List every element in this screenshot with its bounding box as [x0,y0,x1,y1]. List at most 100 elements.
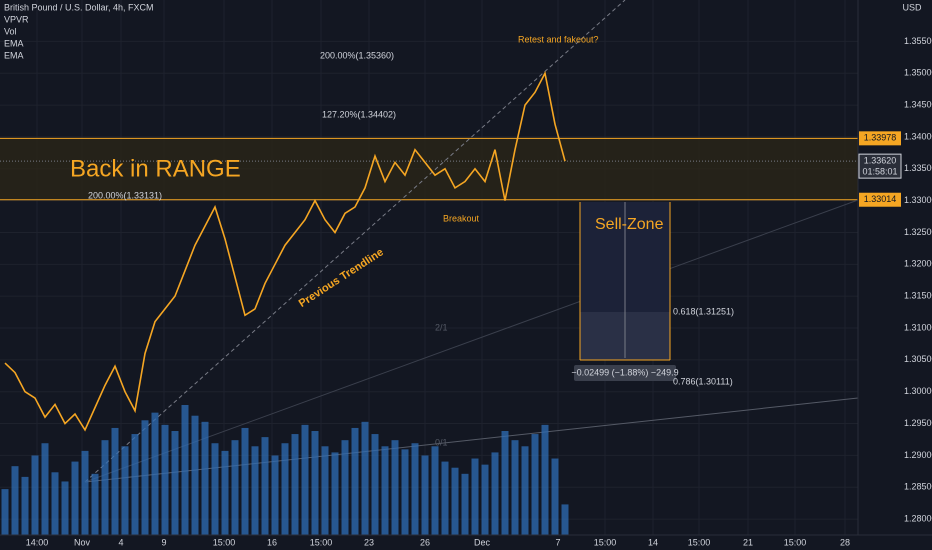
volume-bar [91,473,99,535]
currency: USD [902,2,922,12]
x-tick-label: 23 [364,537,374,547]
volume-bar [551,458,559,535]
volume-bar [151,412,159,535]
volume-bar [141,420,149,535]
x-tick-label: Nov [74,537,91,547]
volume-bar [241,427,249,535]
volume-bar [271,455,279,535]
x-tick-label: Dec [474,537,491,547]
annotation: Retest and fakeout? [518,34,599,44]
x-tick-label: 15:00 [784,537,807,547]
volume-bar [531,434,539,535]
x-tick-label: 9 [161,537,166,547]
volume-bar [191,415,199,535]
volume-bar [61,481,69,535]
annotation: 127.20%(1.34402) [322,109,396,119]
y-tick-label: 1.35500 [904,36,932,46]
volume-bar [371,434,379,535]
price-tag [859,131,901,146]
volume-bar [351,427,359,535]
y-tick-label: 1.34000 [904,131,932,141]
y-tick-label: 1.31000 [904,322,932,332]
x-tick-label: 15:00 [594,537,617,547]
x-tick-label: 7 [555,537,560,547]
annotation: Sell-Zone [595,216,664,233]
legend: VPVR [4,14,29,24]
volume-bar [131,434,139,535]
volume-bar [361,421,369,535]
volume-bar [341,440,349,535]
volume-bar [431,446,439,535]
volume-bar [481,464,489,535]
x-tick-label: 4 [118,537,123,547]
volume-bar [21,476,29,535]
x-tick-label: 14 [648,537,658,547]
volume-bar [31,455,39,535]
y-tick-label: 1.35000 [904,68,932,78]
legend: EMA [4,50,24,60]
axis: 1.28000 1.28500 1.29000 1.29500 1.30000 1.305… [26,36,932,548]
volume-bar [381,446,389,535]
volume-bar [421,455,429,535]
y-tick-label: 1.30500 [904,354,932,364]
y-tick-label: 1.33500 [904,163,932,173]
volume-bar [391,440,399,535]
price-tag-label: 1.33014 [864,194,897,204]
annotation: −0.02499 (−1.88%) −249.9 [571,367,678,377]
volume-bar [251,446,259,535]
annotation: 2/1 [435,322,448,332]
volume-bar [161,424,169,535]
annotation: 200.00%(1.33131) [88,190,162,200]
volume-bar [331,452,339,535]
y-tick-label: 1.32000 [904,259,932,269]
volume-bar [231,440,239,535]
y-tick-label: 1.29000 [904,450,932,460]
volume-bar [501,431,509,535]
y-tick-label: 1.34500 [904,99,932,109]
x-tick-label: 16 [267,537,277,547]
volume-bar [561,504,569,535]
volume-bar [311,431,319,535]
x-tick-label: 14:00 [26,537,49,547]
volume-bar [541,424,549,535]
price-line [4,70,566,432]
volume-bar [441,461,449,535]
volume-bar [1,489,9,535]
fan-line [84,199,859,483]
y-tick-label: 1.28500 [904,482,932,492]
volume-bar [291,434,299,535]
x-tick-label: 15:00 [310,537,333,547]
volume-bar [121,446,129,535]
volume-bar [411,443,419,535]
volume-bar [71,461,79,535]
price-axis [858,0,932,550]
volume-bar [211,443,219,535]
volume-bar [521,446,529,535]
volume-bar [281,443,289,535]
volume-bar [101,440,109,535]
range-band [0,138,858,200]
x-tick-label: 28 [840,537,850,547]
price-tag-label: 1.33978 [864,133,897,143]
volume-bar [511,440,519,535]
volume-bar [11,466,19,535]
volume-bar [401,449,409,535]
volume-bar [471,458,479,535]
grid [0,0,858,535]
volume-bar [181,405,189,535]
y-tick-label: 1.32500 [904,227,932,237]
volume-bar [221,450,229,535]
annotation: 200.00%(1.35360) [320,50,394,60]
volume-bar [451,467,459,535]
y-tick-label: 1.30000 [904,386,932,396]
volume-bar [51,472,59,535]
y-tick-label: 1.33000 [904,195,932,205]
marks [1,70,569,535]
measure-box [574,365,676,381]
countdown: 01:58:01 [862,167,897,177]
volume-bar [41,443,49,535]
x-tick-label: 15:00 [213,537,236,547]
trend-line [84,0,626,483]
